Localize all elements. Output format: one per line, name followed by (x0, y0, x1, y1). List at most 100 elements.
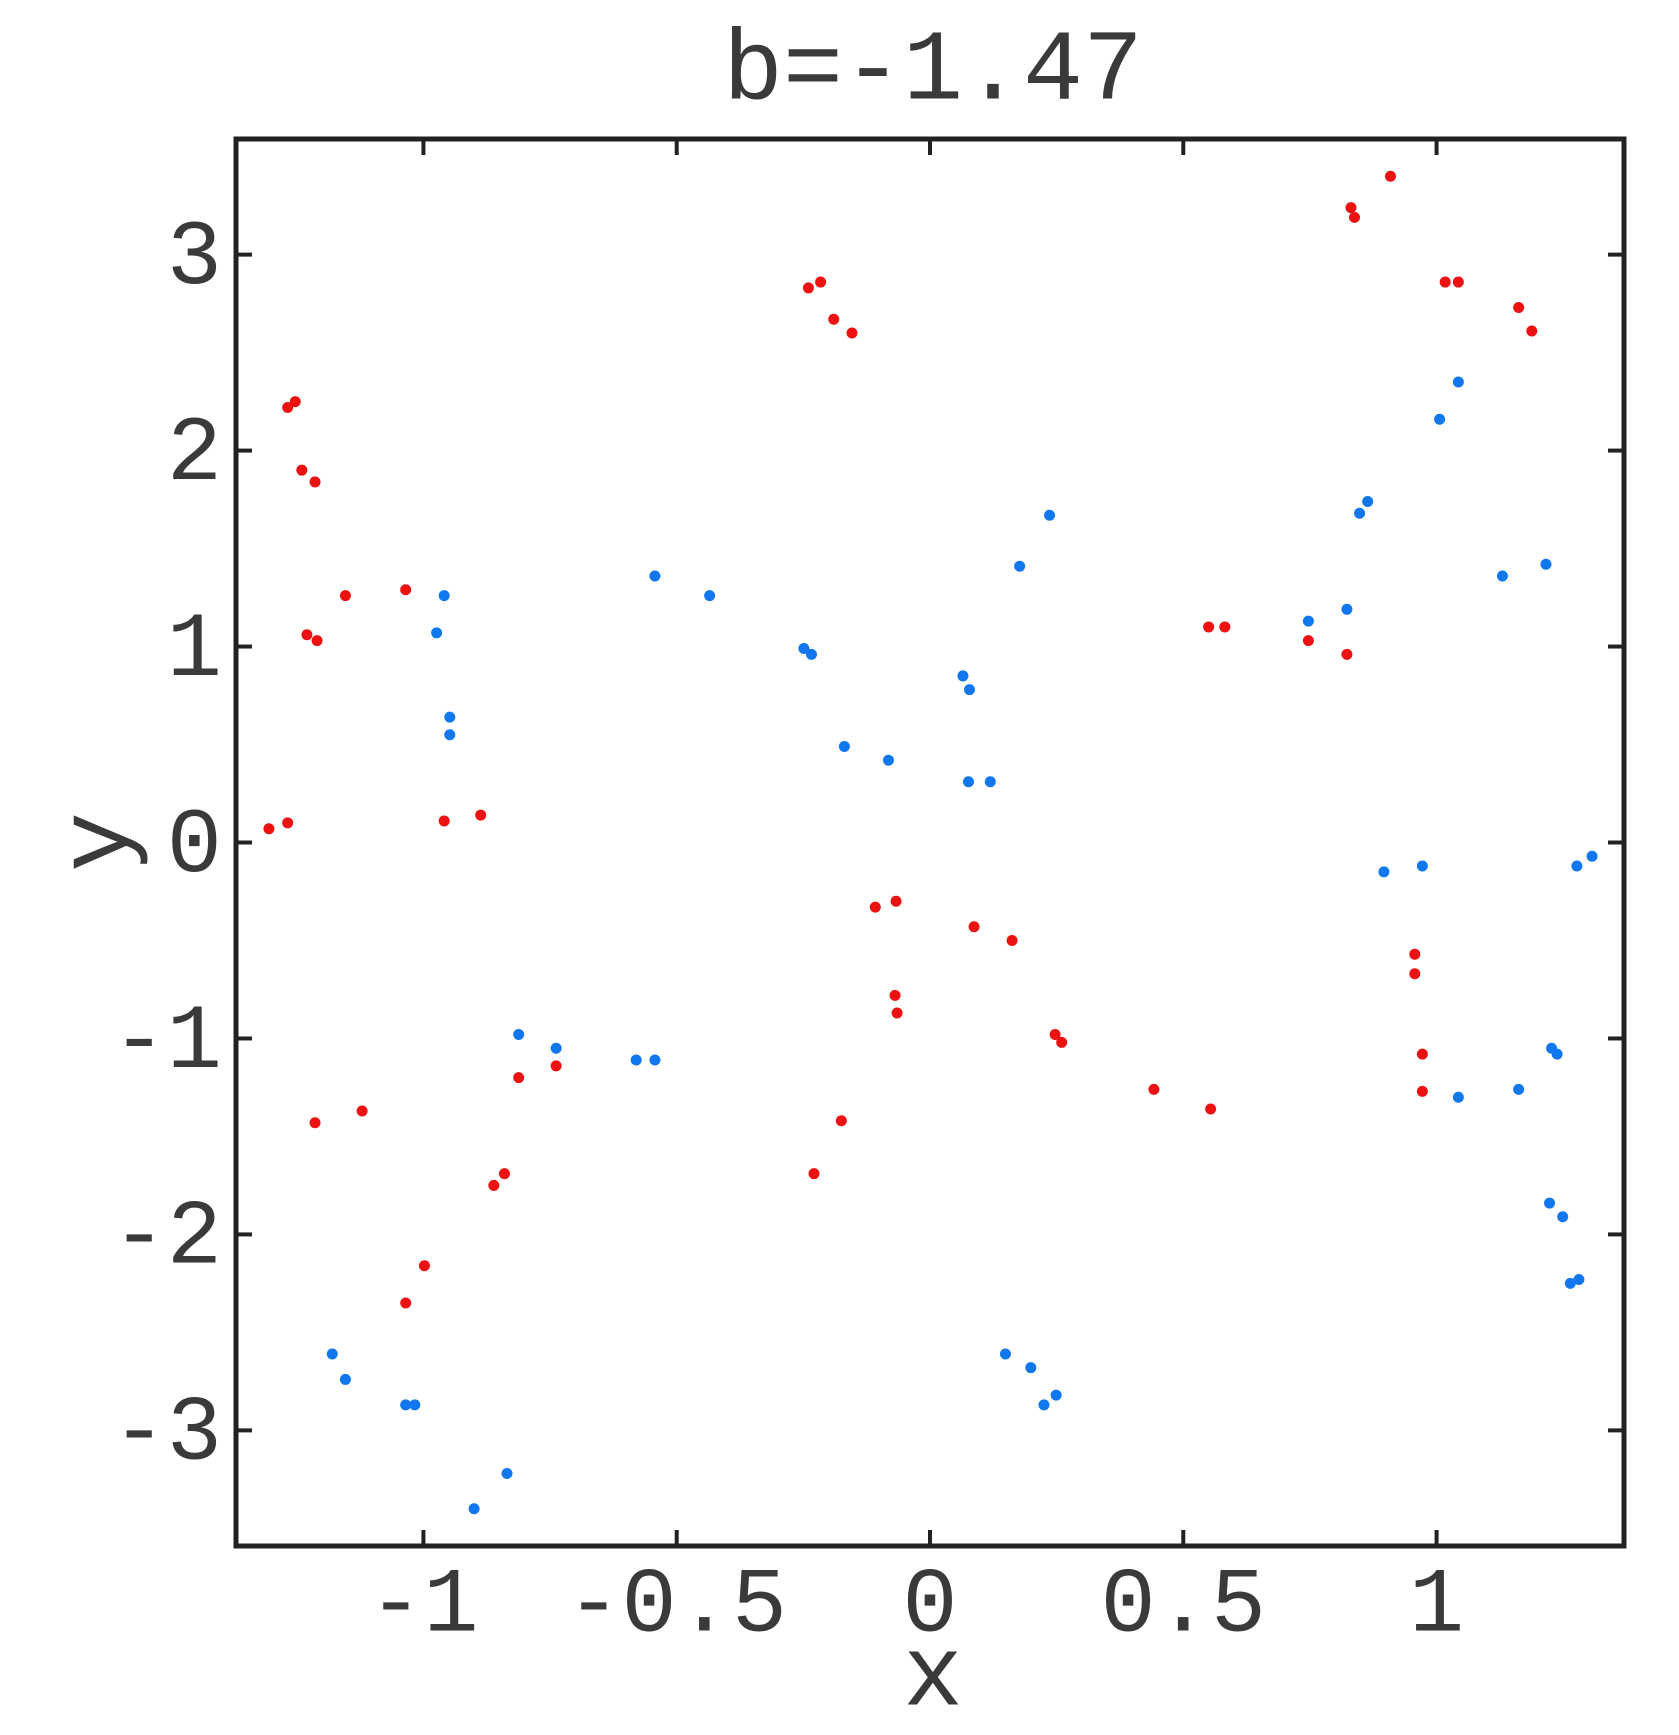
point (1378, 866, 1390, 878)
point (1341, 648, 1353, 660)
point (1341, 603, 1353, 615)
point (802, 282, 814, 294)
point (1038, 1399, 1050, 1411)
x-axis-label: x (903, 1622, 963, 1735)
y-tick-label: -1 (112, 990, 222, 1095)
x-tick-label: 0 (902, 1553, 957, 1658)
x-tick-label: 1 (1409, 1553, 1464, 1658)
point (289, 396, 301, 408)
point (828, 313, 840, 325)
point (1050, 1389, 1062, 1401)
point (431, 627, 443, 639)
point (326, 1348, 338, 1360)
point (1571, 860, 1583, 872)
point (400, 1297, 412, 1309)
point (513, 1029, 525, 1041)
point (1345, 202, 1357, 214)
point (999, 1348, 1011, 1360)
y-tick-label: 1 (167, 598, 222, 703)
point (309, 476, 321, 488)
y-tick-label: 2 (167, 402, 222, 507)
point (550, 1042, 562, 1054)
point (1434, 413, 1446, 425)
point (263, 823, 275, 835)
point (339, 1373, 351, 1385)
point (1416, 860, 1428, 872)
point (400, 584, 412, 596)
point (438, 815, 450, 827)
point (282, 401, 294, 413)
point (309, 1117, 321, 1129)
point (550, 1060, 562, 1072)
point (1409, 948, 1421, 960)
point (1203, 621, 1215, 633)
point (1586, 850, 1598, 862)
point (1452, 276, 1464, 288)
point (1302, 635, 1314, 647)
point (964, 684, 976, 696)
point (1409, 968, 1421, 980)
point (356, 1105, 368, 1117)
point (1148, 1083, 1160, 1095)
point (282, 817, 294, 829)
y-tick-label: 0 (167, 794, 222, 899)
point (1056, 1036, 1068, 1048)
point (1573, 1273, 1585, 1285)
x-tick-label: 0.5 (1100, 1553, 1266, 1658)
point (798, 642, 810, 654)
point (1349, 211, 1361, 223)
point (838, 740, 850, 752)
point (889, 989, 901, 1001)
point (1439, 276, 1451, 288)
point (882, 754, 894, 766)
point (1540, 558, 1552, 570)
point (311, 635, 323, 647)
point (475, 809, 487, 821)
point (1354, 507, 1366, 519)
y-tick-label: -2 (112, 1186, 222, 1291)
point (301, 629, 313, 641)
point (1044, 509, 1056, 521)
y-axis-label: y (44, 812, 157, 872)
point (815, 276, 827, 288)
point (649, 570, 661, 582)
point (1205, 1103, 1217, 1115)
point (1416, 1085, 1428, 1097)
point (962, 776, 974, 788)
x-tick-label: -0.5 (566, 1553, 787, 1658)
point (409, 1399, 421, 1411)
point (869, 901, 881, 913)
point (890, 895, 902, 907)
point (1551, 1048, 1563, 1060)
point (1452, 1091, 1464, 1103)
point (1513, 1083, 1525, 1095)
point (957, 670, 969, 682)
point (1416, 1048, 1428, 1060)
chart-title: b=-1.47 (723, 16, 1143, 129)
point (1513, 302, 1525, 314)
point (1526, 325, 1538, 337)
point (808, 1168, 820, 1180)
y-tick-label: 3 (167, 206, 222, 311)
point (513, 1072, 525, 1084)
point (1544, 1197, 1556, 1209)
point (891, 1007, 903, 1019)
point (1025, 1362, 1037, 1374)
point (968, 921, 980, 933)
point (444, 729, 456, 741)
point (984, 776, 996, 788)
point (501, 1467, 513, 1479)
point (1362, 496, 1374, 508)
point (498, 1168, 510, 1180)
point (444, 711, 456, 723)
point (805, 648, 817, 660)
point (1302, 615, 1314, 627)
point (846, 327, 858, 339)
point (1219, 621, 1231, 633)
point (400, 1399, 412, 1411)
point (835, 1115, 847, 1127)
point (438, 590, 450, 602)
point (1557, 1211, 1569, 1223)
point (1564, 1277, 1576, 1289)
point (296, 464, 308, 476)
